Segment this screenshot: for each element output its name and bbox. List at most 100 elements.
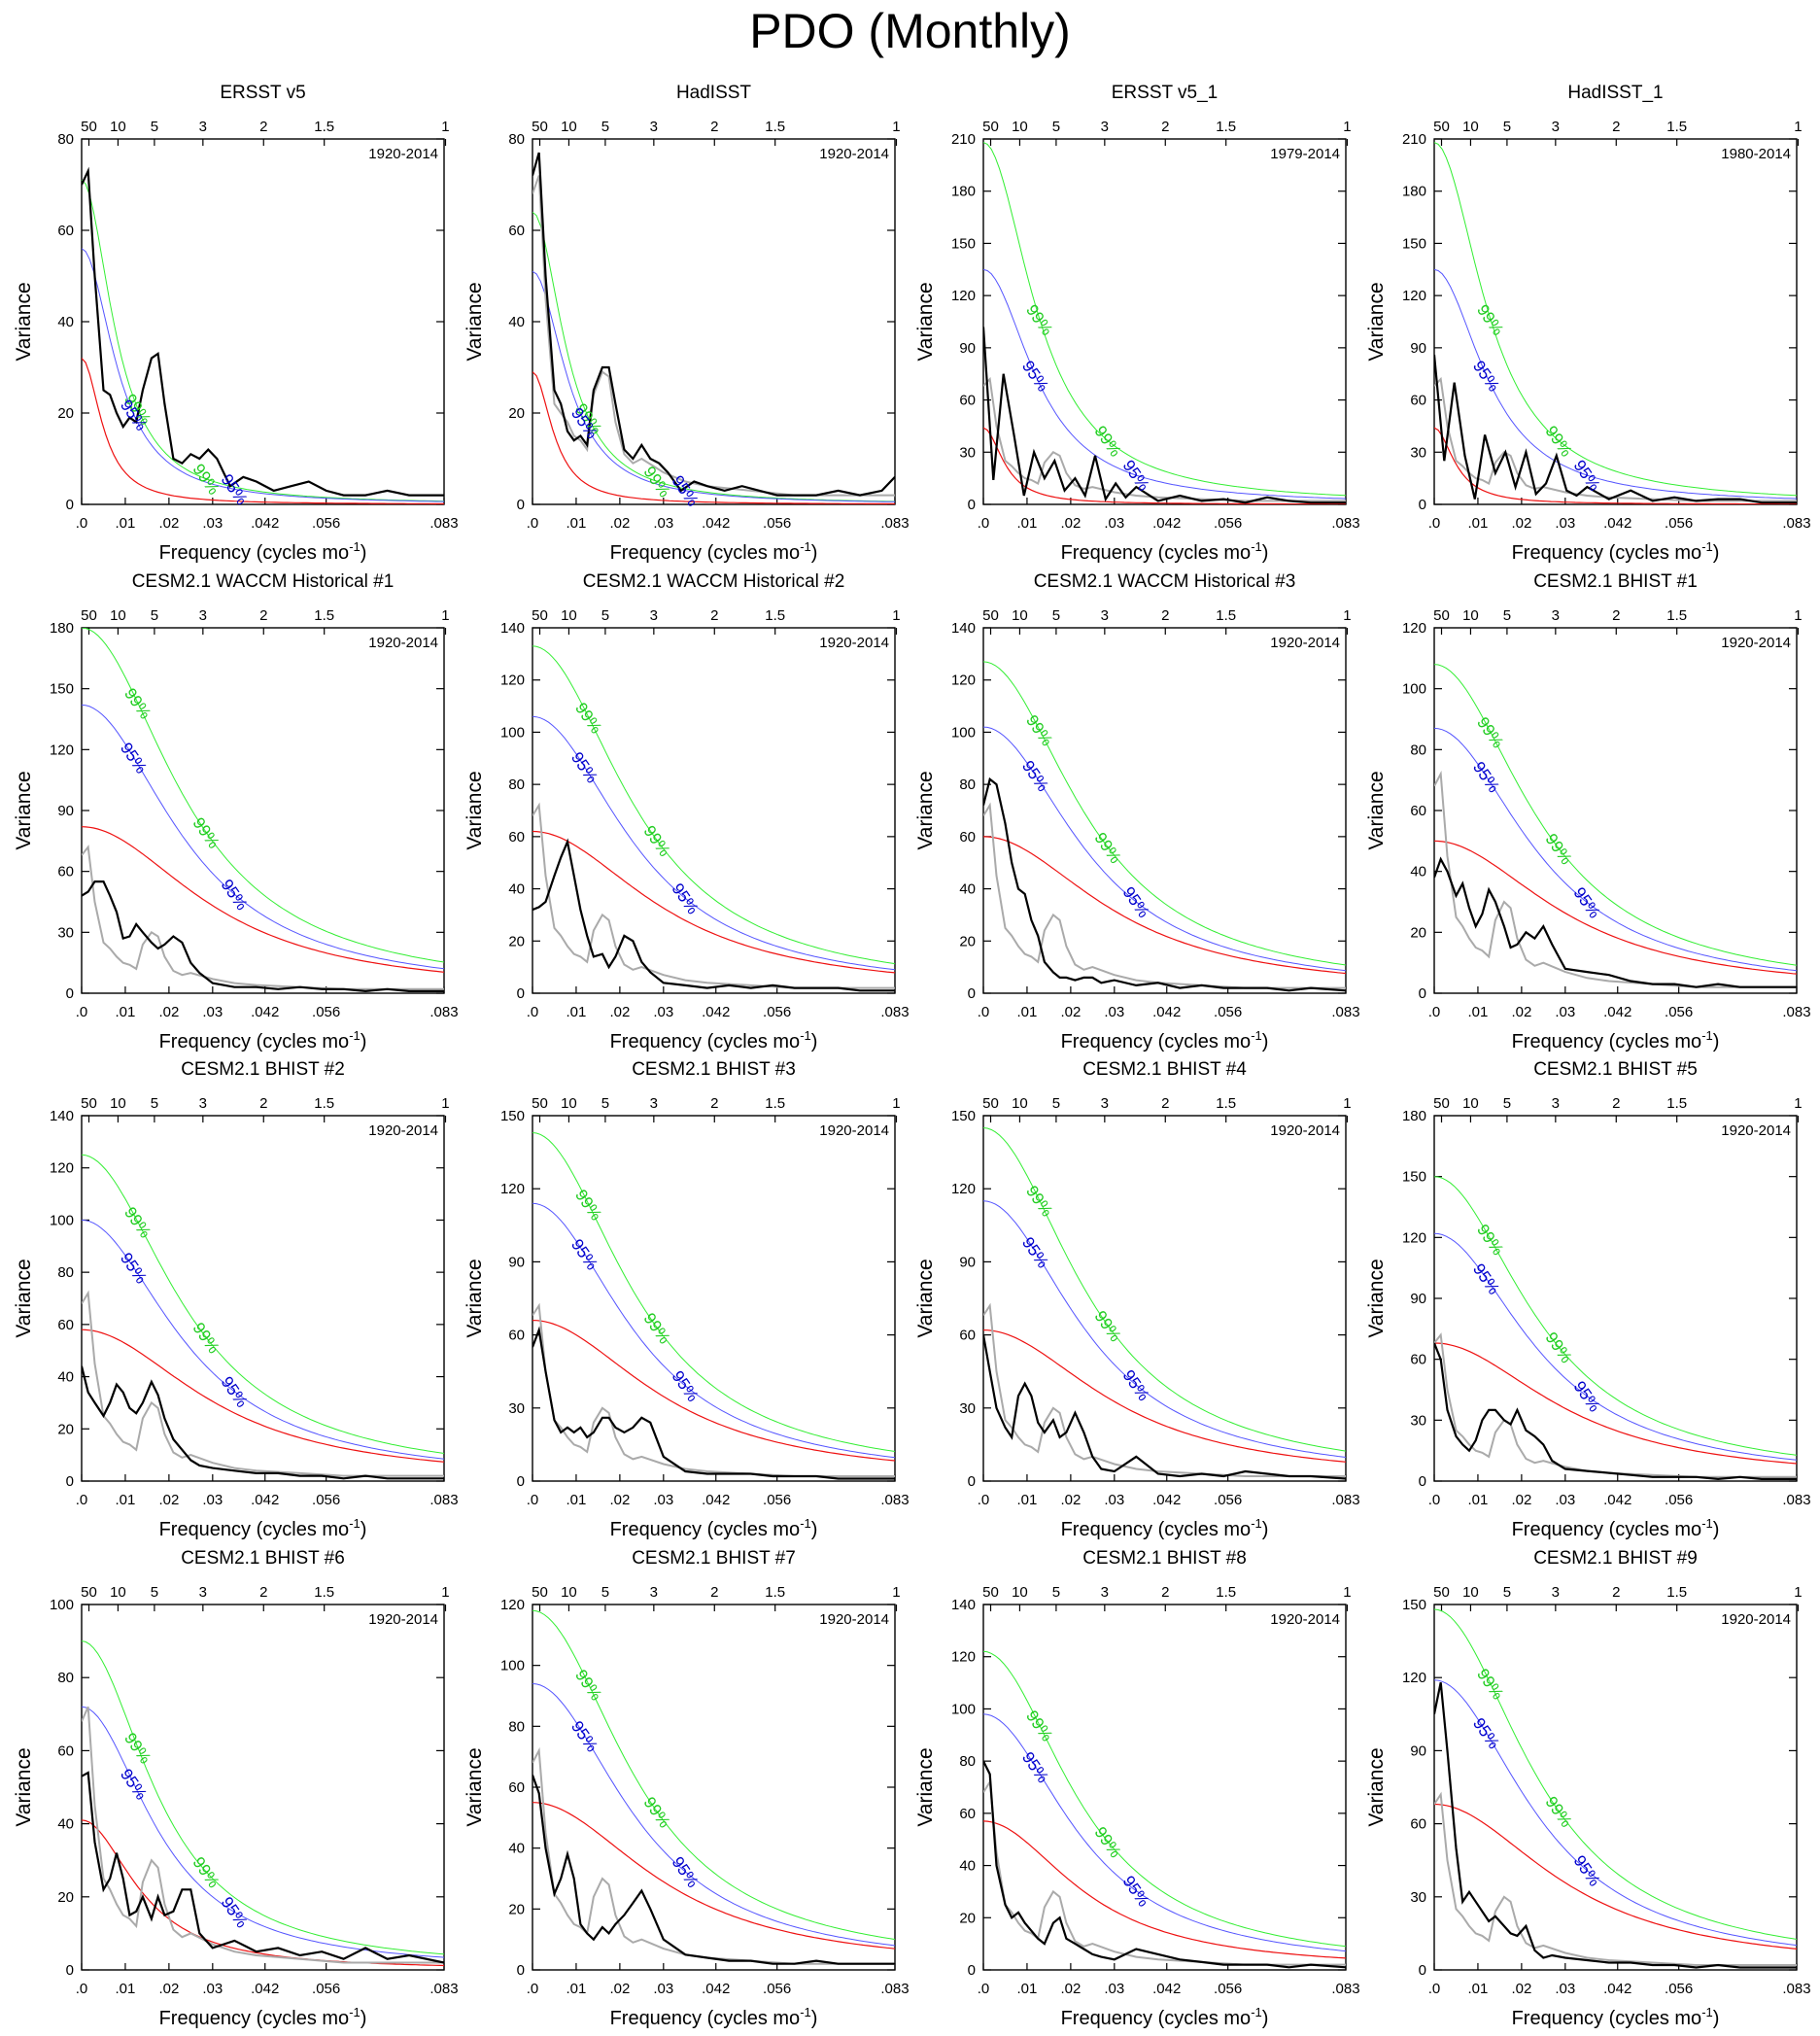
x-axis-label-main: Frequency (cycles mo xyxy=(610,542,801,564)
plot-frame xyxy=(81,1604,445,1971)
period-tick-label: 5 xyxy=(1052,607,1060,624)
x-axis-label-end: ) xyxy=(1713,2008,1720,2029)
spectrum-line xyxy=(532,1326,895,1480)
plot-frame xyxy=(1433,1115,1798,1482)
period-tick-label: 5 xyxy=(601,607,609,624)
x-axis-label-sup: -1 xyxy=(1251,2005,1262,2019)
plot-frame xyxy=(1433,1604,1798,1971)
period-tick-label: 1.5 xyxy=(765,119,785,135)
reference-spectrum-line xyxy=(532,802,895,989)
period-tick-label: 3 xyxy=(1101,1584,1109,1601)
y-tick-label: 0 xyxy=(1419,497,1426,513)
period-tick-label: 5 xyxy=(151,607,158,624)
conf99-label: 99% xyxy=(1022,711,1056,749)
period-tick-label: 1 xyxy=(892,119,900,135)
period-label: 1920-2014 xyxy=(1270,635,1340,651)
x-tick-label: .042 xyxy=(1603,1004,1631,1020)
x-tick-label: .01 xyxy=(567,1492,587,1508)
x-axis-label-main: Frequency (cycles mo xyxy=(1061,1031,1252,1053)
x-tick-label: .042 xyxy=(702,1981,730,1997)
x-axis-label-sup: -1 xyxy=(1251,1028,1262,1043)
conf95-curve xyxy=(82,248,444,502)
x-axis-label-end: ) xyxy=(361,1519,367,1540)
period-tick-label: 2 xyxy=(710,119,718,135)
period-tick-label: 5 xyxy=(1503,119,1511,135)
panel-title: CESM2.1 BHIST #2 xyxy=(181,1059,345,1080)
y-tick-label: 20 xyxy=(508,405,525,422)
curves xyxy=(82,1640,444,1967)
spectrum-panel: CESM2.1 BHIST #8 1920-2014 .0 .01 .02 .03 .042… xyxy=(914,1548,1360,2029)
conf99-curve xyxy=(1434,142,1797,497)
x-axis-label-end: ) xyxy=(1262,1519,1269,1540)
x-tick-label: .042 xyxy=(1603,515,1631,532)
spectrum-panel: CESM2.1 WACCM Historical #1 1920-2014 .0 .0… xyxy=(13,571,459,1053)
conf99-label: 99% xyxy=(1091,1307,1125,1345)
x-axis-label-main: Frequency (cycles mo xyxy=(610,1031,801,1053)
period-tick-label: 1.5 xyxy=(1666,607,1687,624)
x-tick-label: .03 xyxy=(202,1492,223,1508)
y-tick-label: 20 xyxy=(57,1421,74,1437)
x-tick-label: .056 xyxy=(1214,515,1242,532)
period-tick-label: 1 xyxy=(441,119,449,135)
y-tick-label: 140 xyxy=(951,620,976,637)
x-axis-label-main: Frequency (cycles mo xyxy=(1061,542,1252,564)
plot-frame xyxy=(982,1604,1347,1971)
conf99-curve xyxy=(983,661,1346,966)
x-axis-label-sup: -1 xyxy=(1701,2005,1713,2019)
x-tick-label: .03 xyxy=(1104,1492,1124,1508)
conf99-label: 99% xyxy=(189,461,223,499)
x-tick-label: .01 xyxy=(1017,1981,1038,1997)
spectrum-line xyxy=(82,1365,444,1480)
period-tick-label: 1 xyxy=(1343,607,1351,624)
x-tick-label: .056 xyxy=(1665,1492,1693,1508)
reference-spectrum-line xyxy=(1434,1791,1797,1966)
period-tick-label: 1.5 xyxy=(314,119,334,135)
y-tick-label: 80 xyxy=(508,131,525,148)
x-tick-label: .02 xyxy=(1511,515,1531,532)
spectrum-panel: CESM2.1 BHIST #2 1920-2014 .0 .01 .02 .03 .042… xyxy=(13,1059,459,1540)
x-tick-label: .01 xyxy=(1017,1004,1038,1020)
y-tick-label: 30 xyxy=(959,444,976,461)
x-axis-label-sup: -1 xyxy=(349,2005,361,2019)
x-tick-label: .0 xyxy=(978,515,990,532)
period-tick-label: 10 xyxy=(1012,1095,1028,1112)
y-tick-label: 120 xyxy=(500,673,525,689)
period-tick-label: 5 xyxy=(1503,1584,1511,1601)
y-tick-label: 90 xyxy=(508,1254,525,1270)
y-tick-label: 20 xyxy=(959,1910,976,1926)
conf99-label: 99% xyxy=(571,1667,605,1705)
period-tick-label: 10 xyxy=(1012,1584,1028,1601)
period-tick-label: 3 xyxy=(650,1584,658,1601)
y-tick-label: 100 xyxy=(1402,681,1426,698)
y-tick-label: 140 xyxy=(50,1108,74,1124)
y-tick-label: 20 xyxy=(508,933,525,949)
period-tick-label: 1 xyxy=(1343,1584,1351,1601)
x-axis-label-sup: -1 xyxy=(1251,539,1262,554)
conf99-label: 99% xyxy=(189,1853,223,1891)
spectrum-panel: ERSST v5 1920-2014 .0 .01 .02 .03 .042 .056 .083… xyxy=(13,83,459,564)
x-tick-label: .0 xyxy=(978,1004,990,1020)
x-axis-label-end: ) xyxy=(1713,1519,1720,1540)
x-tick-label: .056 xyxy=(1665,515,1693,532)
x-tick-label: .03 xyxy=(202,1981,223,1997)
period-tick-label: 1 xyxy=(1794,1095,1802,1112)
y-tick-label: 20 xyxy=(57,405,74,422)
reference-spectrum-line xyxy=(1434,1332,1797,1478)
x-tick-label: .0 xyxy=(76,515,88,532)
conf95-label: 95% xyxy=(218,470,252,508)
x-axis-label: Frequency (cycles mo-1) xyxy=(1061,1516,1269,1540)
x-tick-label: .03 xyxy=(202,515,223,532)
x-tick-label: .0 xyxy=(1428,515,1441,532)
x-axis-label-main: Frequency (cycles mo xyxy=(610,2008,801,2029)
conf99-label: 99% xyxy=(120,685,155,723)
period-tick-label: 10 xyxy=(1462,119,1479,135)
x-tick-label: .042 xyxy=(251,1981,279,1997)
period-tick-label: 5 xyxy=(151,1095,158,1112)
y-tick-label: 120 xyxy=(951,1181,976,1197)
y-tick-label: 60 xyxy=(508,1328,525,1344)
y-tick-label: 120 xyxy=(1402,288,1426,304)
y-tick-label: 0 xyxy=(66,985,74,1002)
x-axis-label-main: Frequency (cycles mo xyxy=(1512,1519,1702,1540)
period-tick-label: 3 xyxy=(1101,607,1109,624)
